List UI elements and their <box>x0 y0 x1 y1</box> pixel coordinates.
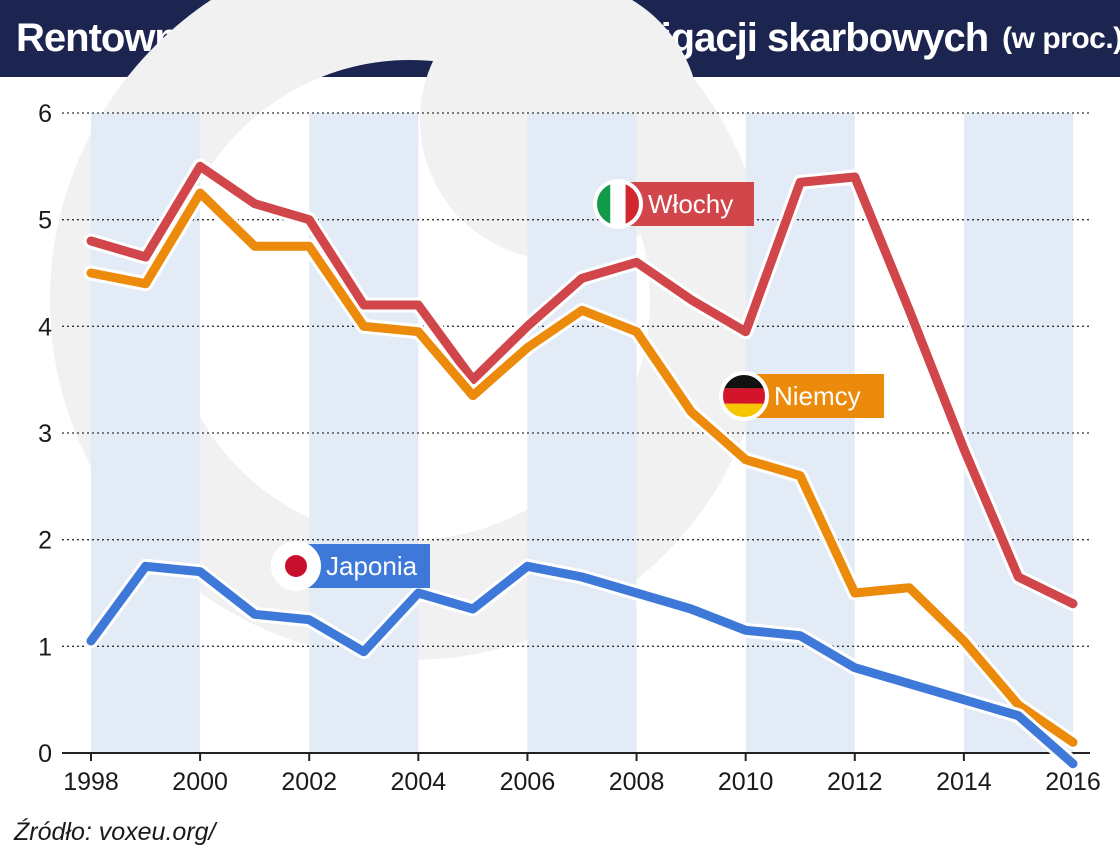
x-tick-label: 2000 <box>172 768 228 796</box>
series-line-italy <box>86 161 1078 609</box>
chart-subtitle: (w proc.) <box>1002 21 1120 55</box>
y-tick-label: 1 <box>38 633 52 661</box>
series-line-germany <box>86 188 1078 747</box>
y-tick-label: 5 <box>38 207 52 235</box>
x-tick-label: 2012 <box>827 768 883 796</box>
y-tick-label: 2 <box>38 527 52 555</box>
japan-flag-icon <box>271 541 321 591</box>
y-axis-ticks: 0 1 2 3 4 5 6 <box>38 100 52 768</box>
series-lines <box>83 158 1081 772</box>
series-label-italy: Włochy <box>593 179 754 229</box>
label-text: Japonia <box>326 551 418 581</box>
x-tick-label: 1998 <box>63 768 119 796</box>
y-tick-label: 6 <box>38 100 52 128</box>
x-tick-label: 2004 <box>391 768 447 796</box>
series-labels: Włochy Niemcy Japonia <box>271 179 884 591</box>
x-tick-label: 2016 <box>1045 768 1101 796</box>
italy-flag-icon <box>593 179 643 229</box>
x-tick-label: 2002 <box>281 768 337 796</box>
x-tick-label: 2010 <box>718 768 774 796</box>
x-tick-label: 2006 <box>500 768 556 796</box>
x-tick-label: 2014 <box>936 768 992 796</box>
y-tick-label: 3 <box>38 420 52 448</box>
series-label-germany: Niemcy <box>719 371 884 421</box>
x-axis-ticks: 1998 2000 2002 2004 2006 2008 2010 2012 2014 2016 <box>63 753 1101 796</box>
series-label-japan: Japonia <box>271 541 430 591</box>
label-text: Włochy <box>648 189 733 219</box>
series-line-japan <box>86 561 1078 769</box>
y-tick-label: 4 <box>38 313 52 341</box>
germany-flag-icon <box>719 371 769 421</box>
label-text: Niemcy <box>774 381 861 411</box>
source-note: Źródło: voxeu.org/ <box>14 818 216 846</box>
y-tick-label: 0 <box>38 740 52 768</box>
x-tick-label: 2008 <box>609 768 665 796</box>
